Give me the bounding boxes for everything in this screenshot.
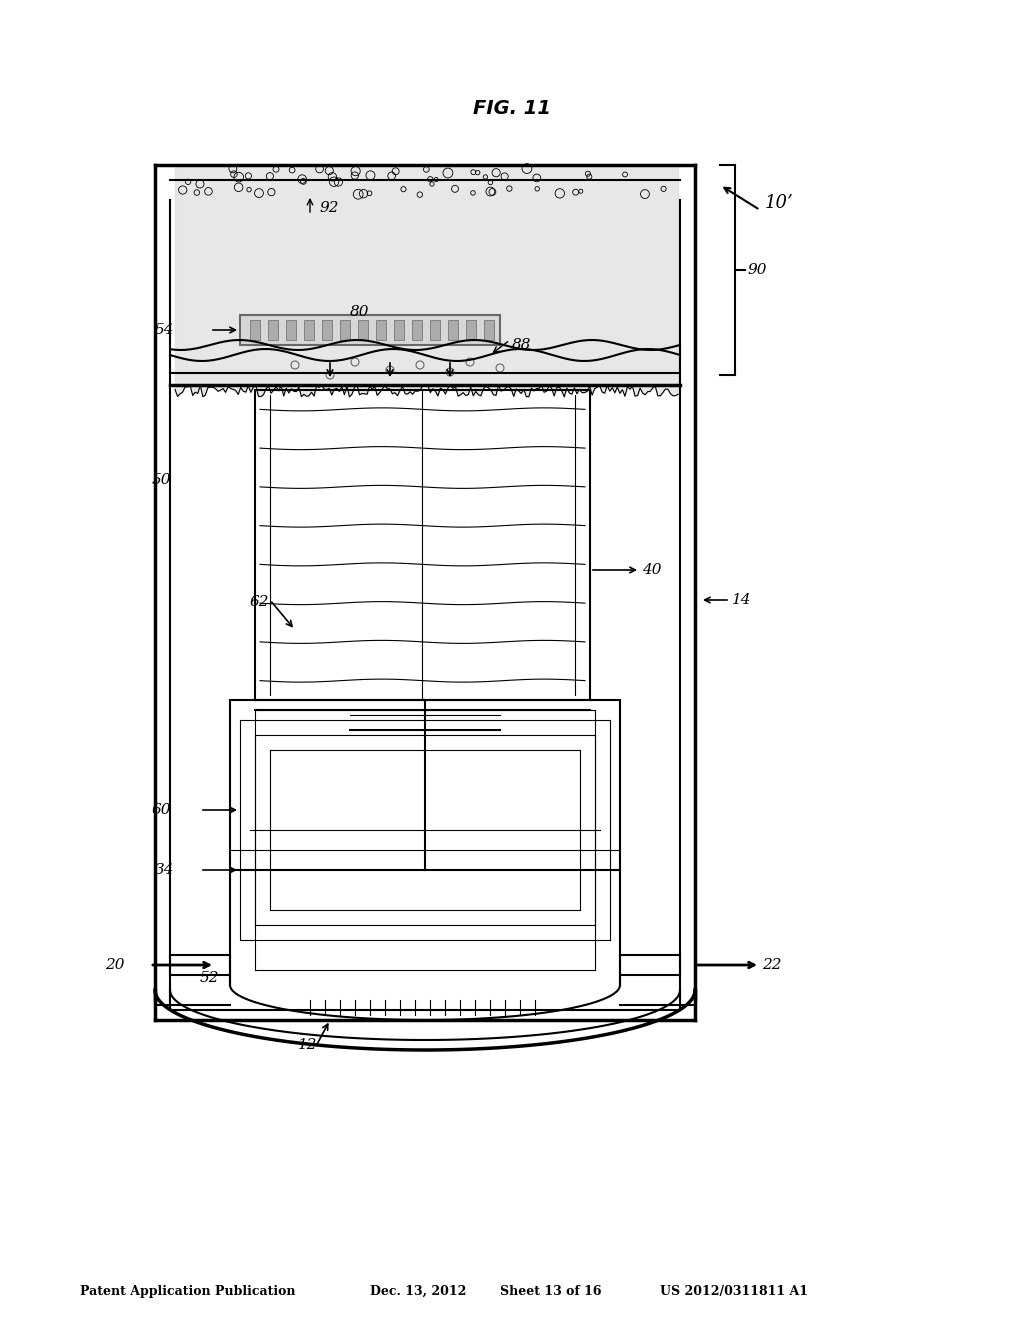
Bar (430, 319, 440, 341)
Bar (286, 319, 296, 341)
Bar (250, 319, 260, 341)
Text: 88: 88 (512, 338, 531, 352)
Bar (304, 319, 314, 341)
Text: 90: 90 (748, 263, 768, 277)
Text: US 2012/0311811 A1: US 2012/0311811 A1 (660, 1284, 808, 1298)
Text: 40: 40 (642, 564, 662, 577)
Bar (340, 319, 350, 341)
Text: Sheet 13 of 16: Sheet 13 of 16 (500, 1284, 601, 1298)
Bar (322, 319, 332, 341)
Text: Patent Application Publication: Patent Application Publication (80, 1284, 296, 1298)
Text: 20: 20 (105, 958, 125, 972)
Text: 34: 34 (155, 863, 174, 876)
Bar (394, 319, 404, 341)
Text: 54: 54 (155, 323, 174, 337)
Bar (484, 319, 494, 341)
Text: 92: 92 (319, 201, 340, 215)
Text: 50: 50 (152, 473, 171, 487)
Text: 14: 14 (732, 593, 752, 607)
Bar (268, 319, 278, 341)
Bar (358, 319, 368, 341)
Text: 52: 52 (200, 972, 219, 985)
FancyBboxPatch shape (240, 315, 500, 345)
Text: Dec. 13, 2012: Dec. 13, 2012 (370, 1284, 466, 1298)
Bar (376, 319, 386, 341)
Text: 12: 12 (298, 1038, 317, 1052)
Text: 22: 22 (762, 958, 781, 972)
Bar (466, 319, 476, 341)
Bar (412, 319, 422, 341)
Text: 62: 62 (250, 595, 269, 609)
Text: 80: 80 (350, 305, 370, 319)
Text: 60: 60 (152, 803, 171, 817)
Text: 10’: 10’ (765, 194, 794, 213)
Bar (449, 319, 458, 341)
Text: FIG. 11: FIG. 11 (473, 99, 551, 117)
